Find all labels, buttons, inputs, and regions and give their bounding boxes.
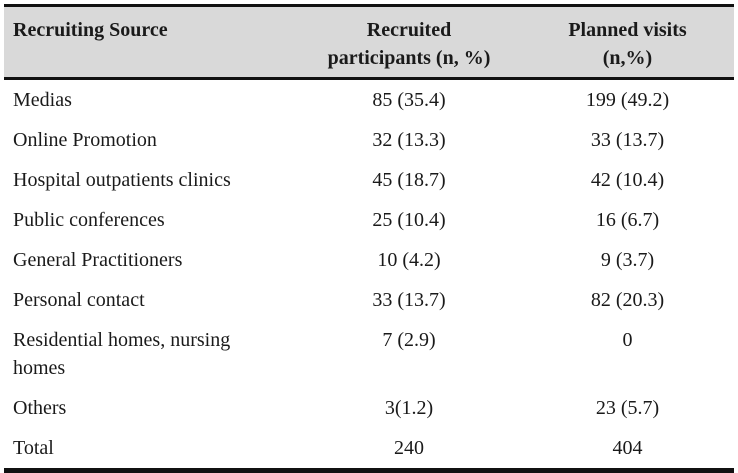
- table-body: Medias 85 (35.4) 199 (49.2) Online Promo…: [4, 79, 734, 473]
- cell-planned: 404: [521, 428, 734, 473]
- table-row: Hospital outpatients clinics 45 (18.7) 4…: [4, 160, 734, 200]
- cell-recruited: 85 (35.4): [372, 89, 446, 111]
- header-planned-visits: Planned visits (n,%): [521, 4, 734, 80]
- cell-source: General Practitioners: [13, 249, 183, 271]
- cell-source: Medias: [13, 89, 72, 111]
- recruitment-table: Recruiting Source Recruited participants…: [4, 4, 734, 473]
- table-row: Residential homes, nursing homes 7 (2.9)…: [4, 320, 734, 388]
- table-row: Others 3(1.2) 23 (5.7): [4, 388, 734, 428]
- cell-source: Personal contact: [13, 289, 145, 311]
- cell-source: Total: [4, 428, 297, 473]
- cell-recruited: 25 (10.4): [372, 209, 446, 231]
- header-planned-line1: Planned visits: [568, 19, 687, 41]
- cell-planned: 33 (13.7): [590, 129, 665, 151]
- cell-recruited: 33 (13.7): [372, 289, 446, 311]
- cell-recruited: 240: [297, 428, 521, 473]
- cell-planned: 42 (10.4): [590, 169, 665, 191]
- cell-planned: 199 (49.2): [585, 89, 670, 111]
- header-recruited-participants: Recruited participants (n, %): [297, 4, 521, 80]
- header-source-label: Recruiting Source: [13, 19, 168, 41]
- table-row: Personal contact 33 (13.7) 82 (20.3): [4, 280, 734, 320]
- header-planned-line2: (n,%): [602, 47, 653, 69]
- table-row: Medias 85 (35.4) 199 (49.2): [4, 79, 734, 121]
- cell-recruited: 32 (13.3): [372, 129, 446, 151]
- header-recruiting-source: Recruiting Source: [4, 4, 297, 80]
- cell-source-line2: homes: [13, 357, 66, 379]
- table-row: Public conferences 25 (10.4) 16 (6.7): [4, 200, 734, 240]
- cell-source: Online Promotion: [13, 129, 157, 151]
- cell-source: Residential homes, nursing homes: [4, 320, 297, 388]
- header-row: Recruiting Source Recruited participants…: [4, 4, 734, 80]
- cell-recruited: 3(1.2): [384, 397, 434, 419]
- cell-planned: 0: [622, 329, 633, 351]
- cell-recruited: 45 (18.7): [372, 169, 446, 191]
- cell-recruited: 7 (2.9): [382, 329, 436, 351]
- table-header: Recruiting Source Recruited participants…: [4, 4, 734, 80]
- cell-source: Public conferences: [13, 209, 165, 231]
- cell-source: Hospital outpatients clinics: [13, 169, 231, 191]
- table-row-total: Total 240 404: [4, 428, 734, 473]
- table-row: Online Promotion 32 (13.3) 33 (13.7): [4, 120, 734, 160]
- cell-recruited: 10 (4.2): [377, 249, 441, 271]
- header-recruited-line1: Recruited: [366, 19, 452, 41]
- cell-source: Others: [13, 397, 67, 419]
- cell-planned: 23 (5.7): [595, 397, 660, 419]
- cell-planned: 9 (3.7): [600, 249, 655, 271]
- cell-planned: 16 (6.7): [595, 209, 660, 231]
- cell-source-line1: Residential homes, nursing: [13, 329, 231, 351]
- cell-planned: 82 (20.3): [590, 289, 665, 311]
- header-recruited-line2: participants (n, %): [327, 47, 491, 69]
- table-row: General Practitioners 10 (4.2) 9 (3.7): [4, 240, 734, 280]
